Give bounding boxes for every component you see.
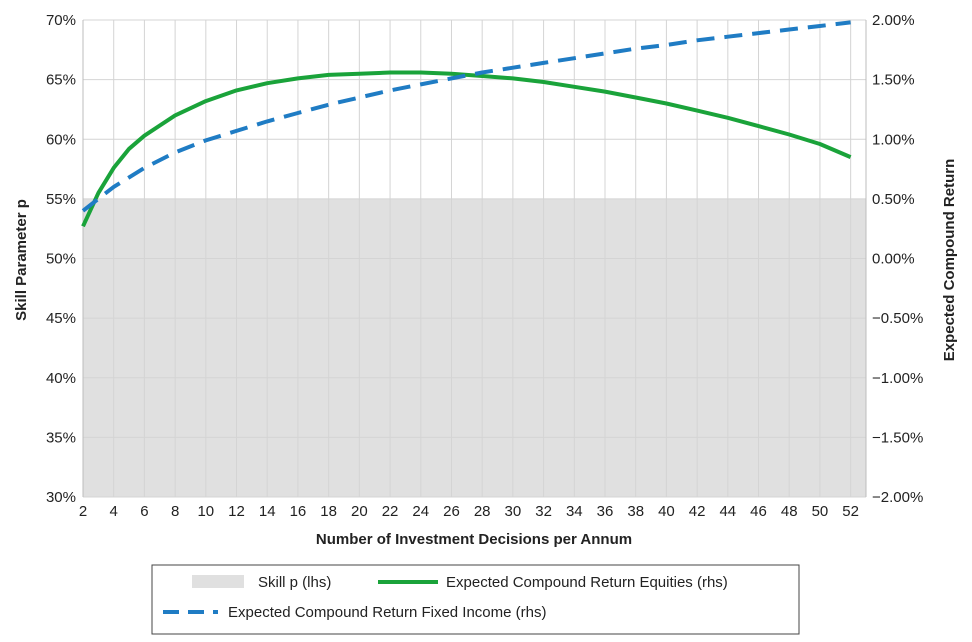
y-axis-right-title: Expected Compound Return [941, 159, 958, 362]
x-tick-label: 4 [110, 503, 118, 520]
x-tick-label: 14 [259, 503, 276, 520]
y-right-tick-label: −1.00% [872, 370, 923, 387]
y-left-tick-label: 45% [46, 310, 76, 327]
y-right-tick-label: 0.00% [872, 251, 915, 268]
x-tick-label: 26 [443, 503, 460, 520]
x-tick-label: 48 [781, 503, 798, 520]
y-left-tick-label: 65% [46, 72, 76, 89]
x-tick-label: 34 [566, 503, 583, 520]
x-tick-label: 20 [351, 503, 368, 520]
x-tick-label: 28 [474, 503, 491, 520]
x-tick-label: 2 [79, 503, 87, 520]
series-line-equities [81, 70, 852, 228]
y-left-tick-label: 35% [46, 429, 76, 446]
x-tick-label: 6 [140, 503, 148, 520]
y-left-tick-label: 60% [46, 131, 76, 148]
x-tick-label: 8 [171, 503, 179, 520]
y-right-tick-label: −1.50% [872, 429, 923, 446]
x-tick-label: 44 [719, 503, 736, 520]
x-tick-label: 50 [812, 503, 829, 520]
y-left-tick-label: 70% [46, 12, 76, 29]
series-line-fixed-income [81, 20, 851, 213]
x-tick-label: 30 [505, 503, 522, 520]
x-tick-label: 10 [197, 503, 214, 520]
skill-area-layer [83, 198, 866, 497]
x-tick-label: 18 [320, 503, 337, 520]
y-right-tick-label: −2.00% [872, 489, 923, 506]
grid-layer [82, 19, 867, 498]
y-left-tick-label: 30% [46, 489, 76, 506]
x-tick-label: 12 [228, 503, 245, 520]
legend: Skill p (lhs) Expected Compound Return E… [151, 564, 800, 635]
x-tick-label: 42 [689, 503, 706, 520]
y-left-tick-label: 40% [46, 370, 76, 387]
y-right-tick-label: 2.00% [872, 12, 915, 29]
skill-area [83, 198, 866, 497]
legend-swatch-skill [192, 575, 244, 588]
x-tick-label: 38 [627, 503, 644, 520]
x-tick-label: 24 [412, 503, 429, 520]
x-tick-label: 52 [842, 503, 859, 520]
y-axis-left-title: Skill Parameter p [13, 199, 30, 321]
x-tick-label: 16 [290, 503, 307, 520]
y-left-tick-label: 55% [46, 191, 76, 208]
legend-label-skill: Skill p (lhs) [258, 574, 331, 591]
legend-box [151, 564, 800, 635]
y-right-tick-label: −0.50% [872, 310, 923, 327]
x-tick-label: 32 [535, 503, 552, 520]
x-tick-label: 46 [750, 503, 767, 520]
y-right-tick-label: 0.50% [872, 191, 915, 208]
y-right-tick-label: 1.50% [872, 72, 915, 89]
y-right-tick-label: 1.00% [872, 131, 915, 148]
ticks-layer: 2 4 6 8 10 12 14 16 18 20 22 24 26 28 30 32 34 36 38 40 42 44… [46, 12, 923, 520]
series-layer [81, 20, 852, 228]
legend-label-equities: Expected Compound Return Equities (rhs) [446, 574, 728, 591]
x-tick-label: 22 [382, 503, 399, 520]
legend-label-fixed-income: Expected Compound Return Fixed Income (r… [228, 604, 546, 621]
y-left-tick-label: 50% [46, 251, 76, 268]
x-tick-label: 40 [658, 503, 675, 520]
x-tick-label: 36 [597, 503, 614, 520]
x-axis-title: Number of Investment Decisions per Annum [316, 531, 632, 548]
